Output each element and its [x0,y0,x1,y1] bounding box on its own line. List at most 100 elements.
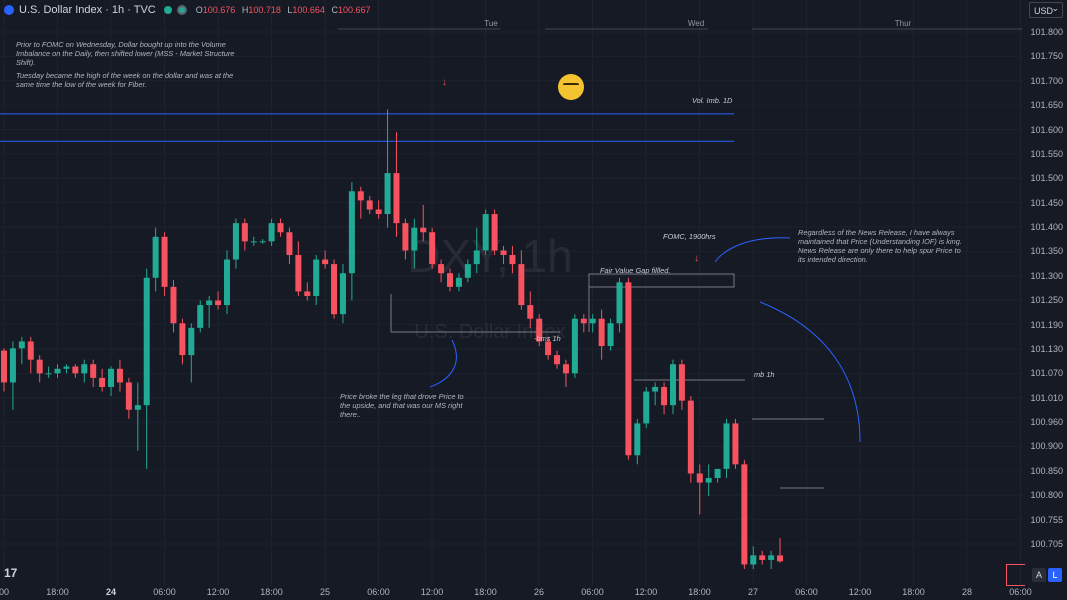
candle [348,182,355,301]
candle [375,200,382,219]
candle [589,314,596,333]
currency-selector[interactable]: USD [1029,0,1063,18]
y-tick-label: 100.800 [1030,490,1063,501]
candle-body [678,364,685,401]
auto-scale-toggle[interactable]: A [1032,568,1046,582]
candle-body [357,191,364,201]
log-scale-toggle[interactable]: L [1048,568,1062,582]
candle-body [759,555,766,560]
candlestick-chart[interactable]: DXY, 1h U.S. Dollar Index Tue Wed Thur [0,0,1022,588]
candle [393,132,400,237]
candle [402,218,409,260]
candle-body [634,423,641,456]
x-tick-label: 12:00 [634,587,658,597]
candle [705,464,712,497]
candle-body [625,282,632,456]
down-arrow-icon: ↓ [442,77,447,88]
candle [625,277,632,460]
note-fomc-prior: Prior to FOMC on Wednesday, Dollar bough… [16,40,235,67]
candle-body [723,423,730,469]
candle-body [188,327,195,356]
candle [188,323,195,383]
candle-body [554,355,561,365]
x-tick-label: 18:00 [688,587,711,597]
candle-body [732,423,739,465]
candle-body [411,227,418,251]
candle-body [331,264,338,315]
candles [1,109,784,570]
candle [125,377,132,419]
candle-body [322,259,329,265]
y-tick-label: 100.960 [1030,417,1063,428]
candle-body [536,318,543,342]
y-tick-label: 101.130 [1030,343,1063,354]
candle [215,291,222,310]
candle-body [384,173,391,215]
candle-body [18,341,25,349]
note-tuesday: Tuesday became the high of the week on t… [16,71,234,89]
candle [464,259,471,283]
y-tick-label: 101.550 [1030,148,1063,159]
y-tick-label: 100.850 [1030,465,1063,476]
ohlc-readout: O100.676 H100.718 L100.664 C100.667 [195,5,371,15]
candle-body [420,227,427,233]
tradingview-logo-icon[interactable]: 17 [4,566,18,580]
symbol-title[interactable]: U.S. Dollar Index · 1h · TVC [19,4,156,16]
candle-body [741,464,748,565]
candle-body [286,232,293,256]
candle [482,209,489,256]
candle-body [108,368,115,387]
candle-body [179,323,186,356]
candle [81,359,88,383]
candle-body [268,223,275,242]
candle [108,366,115,397]
x-tick-label: 28 [961,587,973,597]
candle-body [170,286,177,324]
emoji-nerd-icon [558,74,584,100]
candle [54,364,61,378]
candle [411,218,418,269]
curve-arrow-2 [714,237,791,263]
candle-body [375,209,382,215]
candle-body [696,473,703,483]
candle [562,359,569,387]
chart-legend: U.S. Dollar Index · 1h · TVC O100.676 H1… [4,2,375,18]
candle-body [339,273,346,315]
price-axis[interactable]: 101.800 101.750 101.700 101.650 101.600 101.5… [1022,0,1067,600]
candle-body [429,232,436,265]
candle-body [750,555,757,565]
candle-body [215,300,222,306]
candle [286,227,293,265]
y-tick-label: 100.705 [1030,539,1063,549]
candle [152,227,159,292]
candle [339,264,346,324]
candle-body [72,366,79,374]
y-tick-label: 100.755 [1030,514,1063,525]
candle-body [402,223,409,251]
candle [455,273,462,292]
candle [714,468,721,483]
y-tick-label: 101.190 [1030,319,1063,330]
y-tick-label: 101.350 [1030,246,1063,257]
candle [777,538,784,563]
candle-body [125,382,132,410]
visibility-eye-icon[interactable] [176,5,187,15]
vol-imb-label: Vol. Imb. 1D [692,96,733,105]
candle-body [393,173,400,224]
candle [170,280,177,333]
candle-body [571,318,578,374]
candle-body [491,214,498,251]
candle-body [63,366,70,369]
candle [678,359,685,410]
candle-body [768,555,775,560]
candle [652,382,659,406]
time-axis[interactable]: 00 18:00 24 06:00 12:00 18:00 25 06:00 12:00 18:0… [0,586,1032,600]
y-tick-label: 101.500 [1030,173,1063,184]
candle [616,277,623,333]
curve-arrow-1 [429,339,457,388]
candle-body [670,364,676,406]
down-arrow-icon: ↓ [694,253,699,264]
chart-plot-area[interactable]: DXY, 1h U.S. Dollar Index Tue Wed Thur [0,0,1022,588]
candle [313,255,320,306]
candle [732,418,739,469]
